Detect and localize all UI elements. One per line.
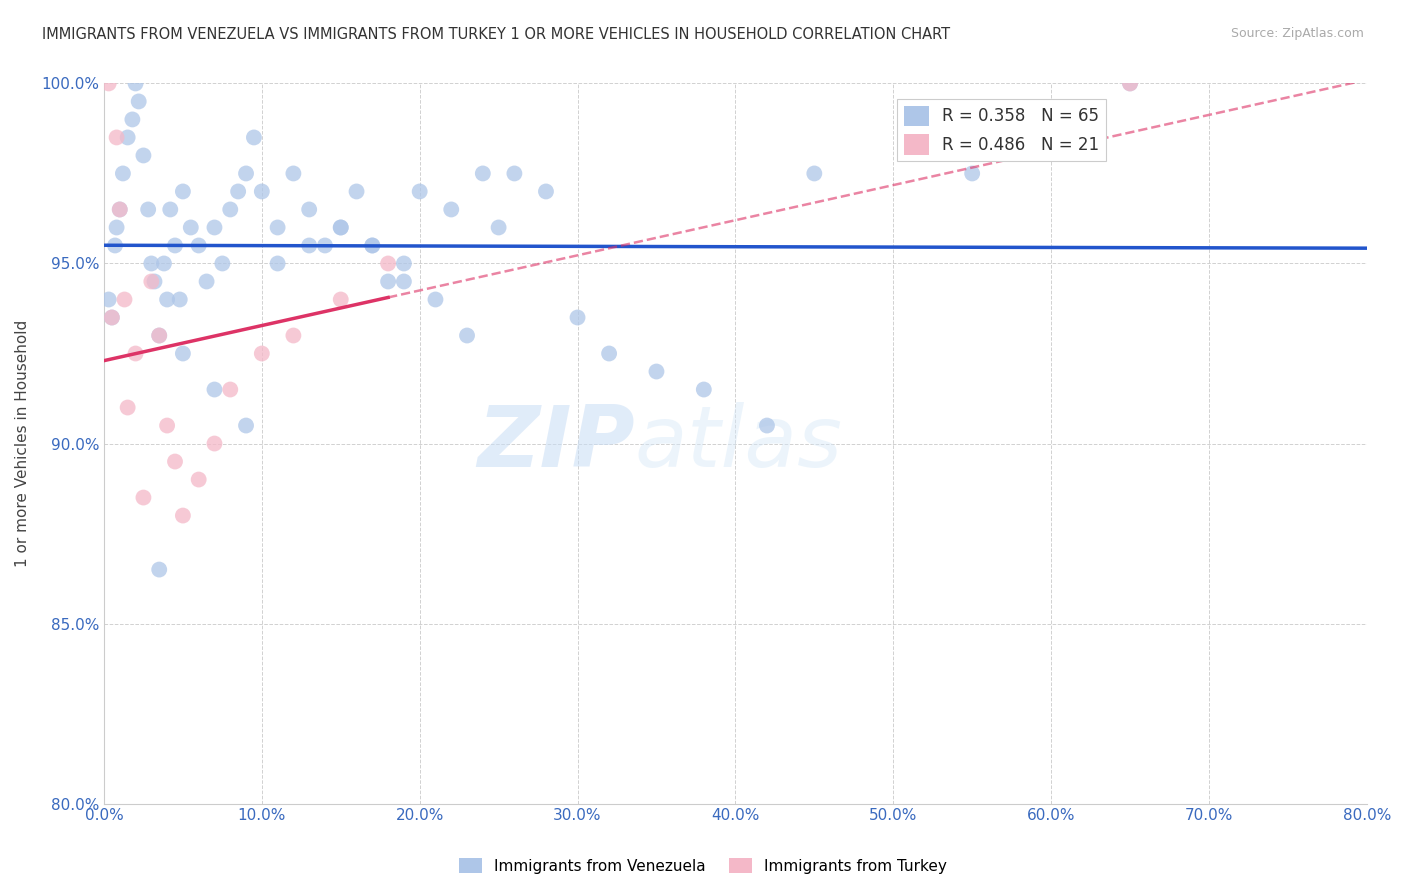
Point	[298, 238, 321, 252]
Point	[195, 275, 218, 289]
Point	[392, 275, 415, 289]
Point	[243, 130, 266, 145]
Text: IMMIGRANTS FROM VENEZUELA VS IMMIGRANTS FROM TURKEY 1 OR MORE VEHICLES IN HOUSEH: IMMIGRANTS FROM VENEZUELA VS IMMIGRANTS …	[42, 27, 950, 42]
Point	[141, 256, 163, 270]
Point	[141, 275, 163, 289]
Point	[960, 166, 983, 180]
Point	[117, 401, 139, 415]
Point	[104, 238, 127, 252]
Point	[408, 185, 430, 199]
Point	[534, 185, 557, 199]
Point	[172, 185, 194, 199]
Text: atlas: atlas	[634, 402, 842, 485]
Point	[132, 491, 155, 505]
Point	[361, 238, 384, 252]
Point	[1119, 77, 1142, 91]
Point	[314, 238, 336, 252]
Point	[121, 112, 143, 127]
Point	[235, 166, 257, 180]
Point	[163, 454, 186, 468]
Point	[153, 256, 176, 270]
Point	[114, 293, 136, 307]
Point	[148, 328, 170, 343]
Point	[187, 473, 209, 487]
Point	[567, 310, 589, 325]
Point	[187, 238, 209, 252]
Point	[148, 563, 170, 577]
Point	[1119, 77, 1142, 91]
Point	[211, 256, 233, 270]
Point	[111, 166, 134, 180]
Point	[156, 418, 179, 433]
Point	[163, 238, 186, 252]
Point	[329, 220, 352, 235]
Legend: R = 0.358   N = 65, R = 0.486   N = 21: R = 0.358 N = 65, R = 0.486 N = 21	[897, 99, 1107, 161]
Point	[105, 130, 128, 145]
Point	[440, 202, 463, 217]
Point	[377, 275, 399, 289]
Point	[117, 130, 139, 145]
Point	[392, 256, 415, 270]
Point	[172, 508, 194, 523]
Point	[377, 256, 399, 270]
Point	[503, 166, 526, 180]
Text: Source: ZipAtlas.com: Source: ZipAtlas.com	[1230, 27, 1364, 40]
Point	[226, 185, 249, 199]
Point	[219, 202, 242, 217]
Point	[329, 293, 352, 307]
Point	[755, 418, 778, 433]
Point	[159, 202, 181, 217]
Point	[235, 418, 257, 433]
Point	[101, 310, 124, 325]
Point	[456, 328, 478, 343]
Point	[266, 220, 288, 235]
Point	[97, 293, 120, 307]
Point	[329, 220, 352, 235]
Point	[488, 220, 510, 235]
Point	[266, 256, 288, 270]
Point	[97, 77, 120, 91]
Point	[108, 202, 131, 217]
Point	[136, 202, 159, 217]
Point	[425, 293, 447, 307]
Point	[172, 346, 194, 360]
Point	[180, 220, 202, 235]
Point	[132, 148, 155, 162]
Point	[361, 238, 384, 252]
Point	[143, 275, 166, 289]
Point	[204, 220, 226, 235]
Point	[128, 95, 150, 109]
Point	[250, 185, 273, 199]
Point	[598, 346, 620, 360]
Point	[124, 77, 146, 91]
Point	[219, 383, 242, 397]
Point	[471, 166, 494, 180]
Point	[156, 293, 179, 307]
Y-axis label: 1 or more Vehicles in Household: 1 or more Vehicles in Household	[15, 320, 30, 567]
Point	[283, 166, 305, 180]
Point	[693, 383, 716, 397]
Point	[101, 310, 124, 325]
Point	[803, 166, 825, 180]
Point	[204, 436, 226, 450]
Point	[148, 328, 170, 343]
Point	[204, 383, 226, 397]
Point	[298, 202, 321, 217]
Point	[250, 346, 273, 360]
Point	[169, 293, 191, 307]
Point	[108, 202, 131, 217]
Legend: Immigrants from Venezuela, Immigrants from Turkey: Immigrants from Venezuela, Immigrants fr…	[453, 852, 953, 880]
Point	[105, 220, 128, 235]
Point	[283, 328, 305, 343]
Text: ZIP: ZIP	[477, 402, 634, 485]
Point	[124, 346, 146, 360]
Point	[645, 364, 668, 378]
Point	[346, 185, 368, 199]
